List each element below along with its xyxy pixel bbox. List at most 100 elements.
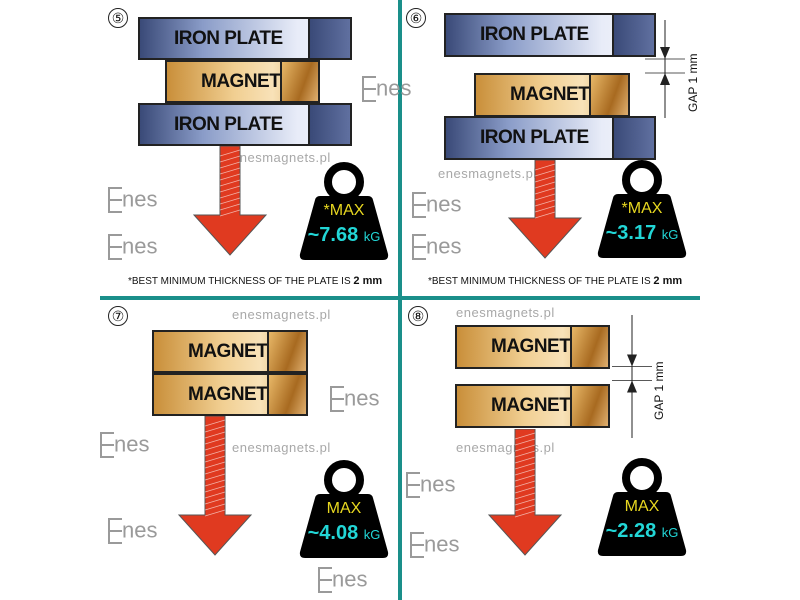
logo-e-mark <box>406 471 420 498</box>
max-force-value: ~3.17 kG <box>596 222 688 245</box>
value-unit: kG <box>363 527 381 542</box>
watermark-text: enesmagnets.pl <box>456 305 555 320</box>
gap-dimension-line <box>645 20 685 118</box>
enes-logo: nes <box>108 516 157 544</box>
note-bold: 2 mm <box>353 275 383 287</box>
logo-text: nes <box>424 531 460 557</box>
logo-text: nes <box>122 233 158 259</box>
layer-end-block <box>267 332 306 371</box>
panel-number: ⑥ <box>406 8 426 28</box>
logo-text: nes <box>420 471 456 497</box>
panel-number: ⑧ <box>408 306 428 326</box>
watermark-text: enesmagnets.pl <box>232 150 331 165</box>
layer-label: MAGNET <box>188 340 268 362</box>
force-arrow <box>192 146 268 256</box>
layer-end-block <box>612 118 654 158</box>
enes-logo: nes <box>412 232 461 260</box>
watermark-text: enesmagnets.pl <box>438 166 537 181</box>
iron-plate: IRON PLATE <box>138 103 352 146</box>
force-arrow <box>507 160 583 259</box>
logo-text: nes <box>426 191 462 217</box>
max-force-value: ~4.08 kG <box>298 522 390 545</box>
force-arrow <box>177 416 253 556</box>
enes-logo: nes <box>108 185 157 213</box>
weight-icon <box>299 460 389 558</box>
enes-logo: nes <box>406 470 455 498</box>
iron-plate: IRON PLATE <box>444 13 656 57</box>
note-bold: 2 mm <box>653 275 683 287</box>
force-arrow <box>487 429 563 556</box>
logo-e-mark <box>412 233 426 260</box>
gap-dimension-line <box>612 315 652 438</box>
gap-label: GAP 1 mm <box>652 361 666 420</box>
vertical-divider <box>398 0 402 600</box>
weight-icon <box>597 160 687 258</box>
magnet-block: MAGNET <box>165 60 320 103</box>
magnet-block: MAGNET <box>455 325 610 369</box>
logo-text: nes <box>122 186 158 212</box>
enes-logo: nes <box>412 190 461 218</box>
enes-logo: nes <box>100 430 149 458</box>
panel-number: ⑦ <box>108 306 128 326</box>
logo-text: nes <box>122 517 158 543</box>
logo-e-mark <box>318 566 332 593</box>
value-number: ~4.08 <box>307 522 359 544</box>
logo-e-mark <box>410 531 424 558</box>
layer-label: IRON PLATE <box>174 113 283 135</box>
logo-e-mark <box>100 431 114 458</box>
iron-plate: IRON PLATE <box>138 17 352 60</box>
enes-logo: nes <box>108 232 157 260</box>
max-force-value: ~2.28 kG <box>596 520 688 543</box>
logo-e-mark <box>330 385 344 412</box>
horizontal-divider <box>100 296 700 300</box>
layer-label: IRON PLATE <box>174 27 283 49</box>
magnet-block: MAGNET <box>152 330 308 373</box>
value-unit: kG <box>363 229 381 244</box>
layer-label: IRON PLATE <box>480 127 589 148</box>
layer-end-block <box>612 15 654 55</box>
watermark-text: enesmagnets.pl <box>232 307 331 322</box>
value-number: ~7.68 <box>307 224 359 246</box>
enes-logo: nes <box>410 530 459 558</box>
layer-label: MAGNET <box>510 84 590 105</box>
magnet-block: MAGNET <box>152 373 308 416</box>
logo-e-mark <box>412 191 426 218</box>
thickness-note: *BEST MINIMUM THICKNESS OF THE PLATE IS … <box>128 275 382 287</box>
panel-number: ⑤ <box>108 8 128 28</box>
layer-label: IRON PLATE <box>480 24 589 45</box>
layer-label: MAGNET <box>201 70 281 92</box>
note-text: *BEST MINIMUM THICKNESS OF THE PLATE IS <box>128 276 354 287</box>
layer-label: MAGNET <box>188 383 268 405</box>
logo-e-mark <box>108 517 122 544</box>
layer-label: MAGNET <box>491 336 571 357</box>
weight-icon <box>597 458 687 556</box>
logo-text: nes <box>426 233 462 259</box>
value-number: ~3.17 <box>605 222 657 244</box>
thickness-note: *BEST MINIMUM THICKNESS OF THE PLATE IS … <box>428 275 682 287</box>
layer-end-block <box>570 386 608 426</box>
note-text: *BEST MINIMUM THICKNESS OF THE PLATE IS <box>428 276 654 287</box>
layer-end-block <box>308 105 350 144</box>
value-unit: kG <box>661 227 679 242</box>
layer-end-block <box>589 75 628 115</box>
layer-end-block <box>267 375 306 414</box>
max-label: MAX <box>326 500 362 517</box>
max-label: MAX <box>624 498 660 515</box>
max-label: *MAX <box>323 202 365 219</box>
enes-logo: nes <box>318 565 367 593</box>
watermark-text: enesmagnets.pl <box>232 440 331 455</box>
enes-logo: nes <box>362 74 411 102</box>
magnet-block: MAGNET <box>455 384 610 428</box>
logo-e-mark <box>362 75 376 102</box>
value-unit: kG <box>661 525 679 540</box>
max-label: *MAX <box>621 200 663 217</box>
value-number: ~2.28 <box>605 520 657 542</box>
logo-e-mark <box>108 186 122 213</box>
weight-icon <box>299 162 389 260</box>
logo-text: nes <box>376 75 412 101</box>
enes-logo: nes <box>330 384 379 412</box>
iron-plate: IRON PLATE <box>444 116 656 160</box>
logo-text: nes <box>344 385 380 411</box>
magnet-block: MAGNET <box>474 73 630 117</box>
